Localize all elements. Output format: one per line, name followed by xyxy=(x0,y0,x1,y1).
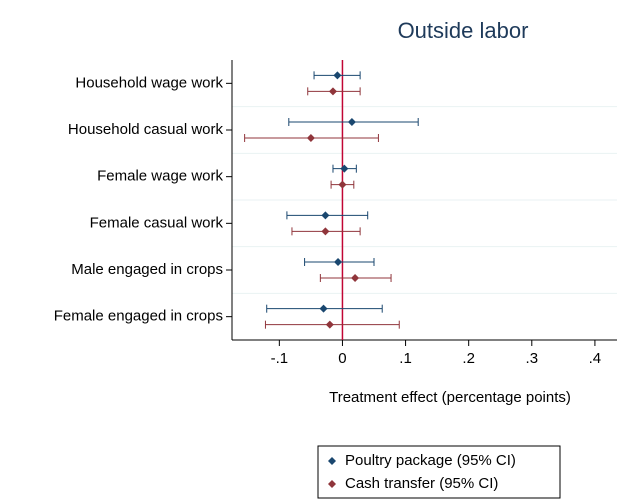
point xyxy=(306,134,315,142)
y-tick-label: Female wage work xyxy=(97,168,223,185)
legend-marker xyxy=(328,480,336,488)
legend-marker xyxy=(328,457,336,465)
point xyxy=(340,164,349,173)
x-tick-label: .1 xyxy=(399,350,412,367)
legend-label: Cash transfer (95% CI) xyxy=(345,475,498,492)
x-tick-label: .3 xyxy=(526,350,539,367)
point xyxy=(334,258,343,266)
legend-box xyxy=(317,445,561,499)
point xyxy=(328,87,337,96)
point xyxy=(321,227,330,236)
point xyxy=(325,320,334,329)
x-tick-label: 0 xyxy=(338,350,346,367)
chart-title: Outside labor xyxy=(398,18,529,43)
point xyxy=(333,71,342,80)
y-tick-label: Male engaged in crops xyxy=(71,261,223,278)
point xyxy=(319,304,328,313)
point xyxy=(347,118,356,126)
x-axis-label: Treatment effect (percentage points) xyxy=(329,389,571,406)
point xyxy=(321,211,330,220)
y-tick-label: Female engaged in crops xyxy=(54,308,223,325)
y-tick-label: Female casual work xyxy=(90,214,224,231)
x-tick-label: .4 xyxy=(589,350,602,367)
point xyxy=(338,180,347,189)
x-tick-label: -.1 xyxy=(271,350,289,367)
y-tick-label: Household wage work xyxy=(75,74,223,91)
point xyxy=(351,274,360,282)
y-tick-label: Household casual work xyxy=(68,121,224,138)
legend-label: Poultry package (95% CI) xyxy=(345,452,516,469)
x-tick-label: .2 xyxy=(462,350,475,367)
